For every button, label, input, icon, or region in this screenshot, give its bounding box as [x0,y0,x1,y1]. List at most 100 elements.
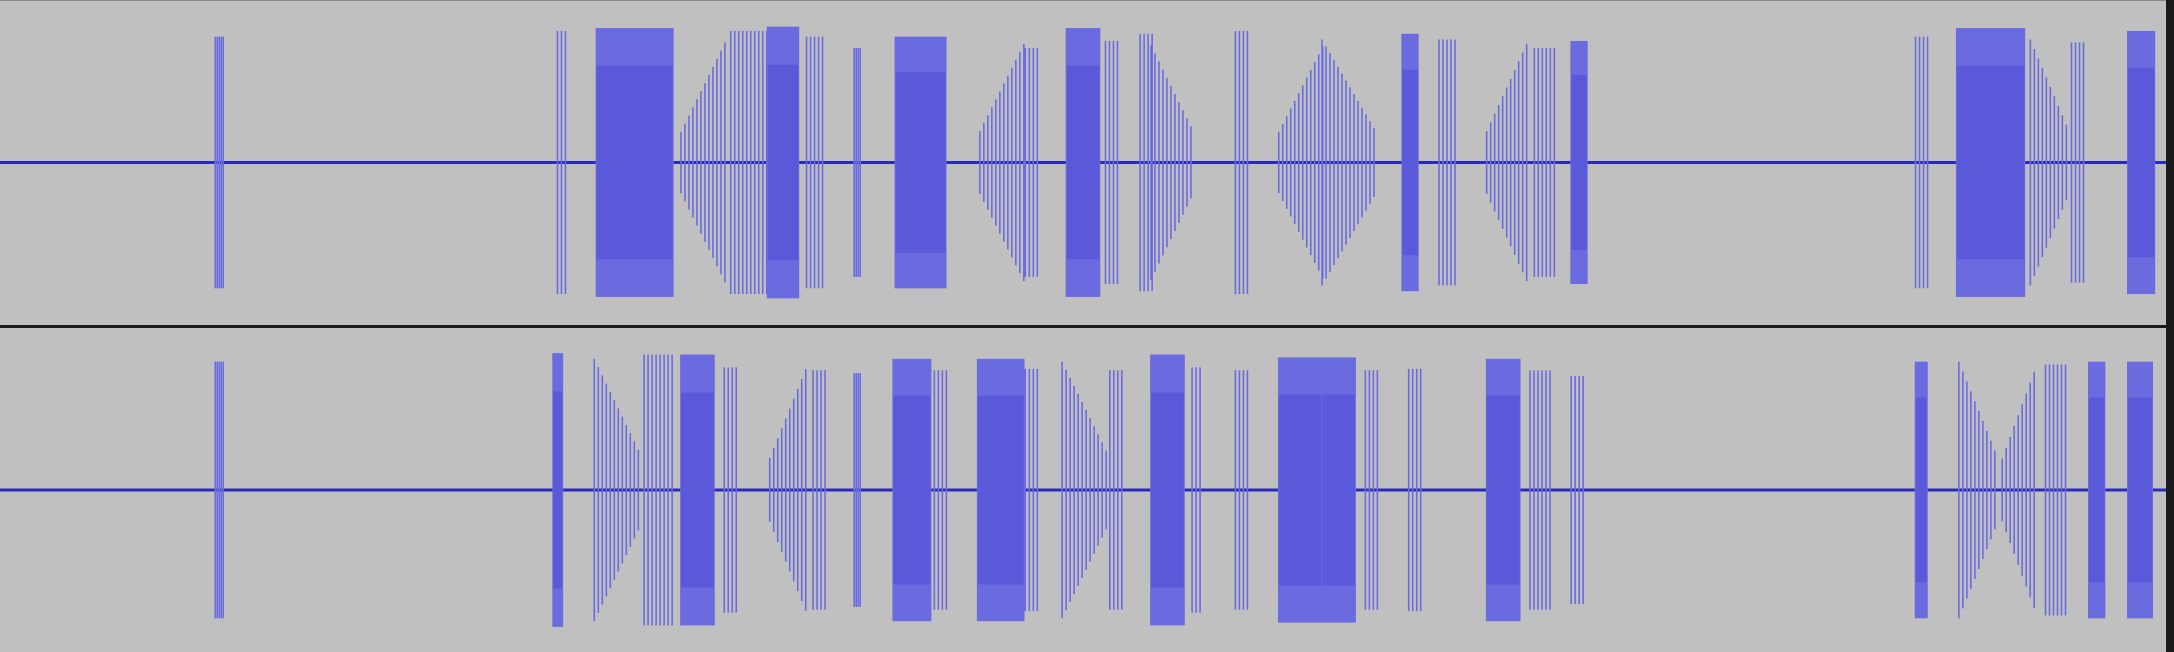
waveform-line [692,107,694,218]
waveform-line [2078,42,2081,283]
waveform-line [788,408,791,572]
right-edge-bar [2166,0,2174,652]
waveform-line [853,48,856,277]
waveform-line [613,400,616,580]
waveform-line [1578,375,1580,605]
waveform-line [1533,370,1535,610]
waveform-burst [1958,361,1996,619]
waveform-line [2025,393,2027,587]
waveform-line [214,361,217,619]
waveform-line [1415,368,1418,612]
waveform-line [1003,83,1005,242]
waveform-burst [2127,30,2156,295]
waveform-line [768,457,771,523]
waveform-line [1533,48,1536,277]
waveform-line [1015,59,1017,266]
waveform-line [1093,426,1095,554]
waveform-line [784,418,787,562]
waveform-line [1986,430,1988,550]
audio-track-right-channel[interactable] [0,328,2166,652]
waveform-line [647,354,649,626]
waveform-line [1337,66,1339,259]
right-channel-waveform[interactable] [0,328,2166,652]
waveform-line [2070,42,2073,283]
waveform-peak [1485,358,1521,622]
waveform-line [1293,100,1296,225]
waveform-line [1325,46,1327,279]
waveform-line [1170,85,1172,240]
waveform-line [723,367,726,613]
waveform-burst [1277,357,1326,623]
waveform-peak [680,354,715,626]
waveform-line [1081,402,1083,578]
waveform-line [1541,370,1543,610]
waveform-line [1549,370,1551,610]
left-channel-waveform[interactable] [0,0,2166,325]
waveform-line [1085,410,1087,570]
waveform-line [1501,96,1504,229]
waveform-line [1521,52,1524,273]
waveform-line [609,391,612,589]
waveform-line [1570,375,1572,605]
waveform-line [991,107,993,218]
audio-track-left-channel[interactable] [0,0,2166,325]
waveform-line [671,354,673,626]
waveform-burst [2044,364,2067,616]
waveform-line [1333,59,1335,266]
waveform-line [1407,368,1410,612]
waveform-line [2056,364,2059,616]
waveform-line [1089,418,1091,562]
waveform-line [1545,48,1548,277]
waveform-line [216,361,219,619]
waveform-line [629,433,632,547]
waveform-line [741,30,744,295]
waveform-line [1007,75,1009,250]
waveform-rms [681,392,714,588]
waveform-line [1313,62,1316,263]
waveform-line [727,367,730,613]
waveform-line [1032,368,1035,612]
waveform-line [1069,377,1071,603]
waveform-line [2013,426,2015,554]
waveform-line [735,367,738,613]
waveform-rms [1322,394,1355,586]
waveform-line [1108,40,1111,285]
waveform-line [776,438,779,542]
waveform-line [696,99,698,226]
waveform-line [1309,69,1312,256]
waveform-line [859,373,862,607]
waveform-burst [1533,48,1556,277]
waveform-line [1032,48,1035,277]
waveform-burst [1191,367,1201,613]
waveform-line [1922,36,1925,289]
waveform-line [222,36,225,289]
waveform-line [637,449,640,531]
waveform-line [1513,70,1516,255]
channel-divider [0,325,2166,328]
waveform-line [1139,33,1141,292]
waveform-peak [2088,361,2106,619]
waveform-line [1978,411,1980,569]
waveform-line [2049,86,2052,239]
waveform-line [1529,370,1531,610]
waveform-line [617,408,620,572]
waveform-line [601,375,604,605]
waveform-peak [1321,357,1356,623]
waveform-line [724,42,726,283]
waveform-burst [1139,33,1153,292]
waveform-line [1238,370,1241,610]
waveform-burst [1108,370,1123,610]
waveform-line [1116,40,1119,285]
waveform-line [820,370,822,610]
waveform-rms [2128,67,2155,258]
waveform-line [1024,48,1027,277]
waveform-burst [2127,361,2154,619]
waveform-line [1329,53,1331,272]
waveform-line [1289,108,1292,217]
waveform-line [2017,415,2019,565]
waveform-burst [1321,357,1356,623]
top-edge [0,0,2166,1]
waveform-line [2029,382,2031,598]
waveform-line [1349,87,1351,238]
